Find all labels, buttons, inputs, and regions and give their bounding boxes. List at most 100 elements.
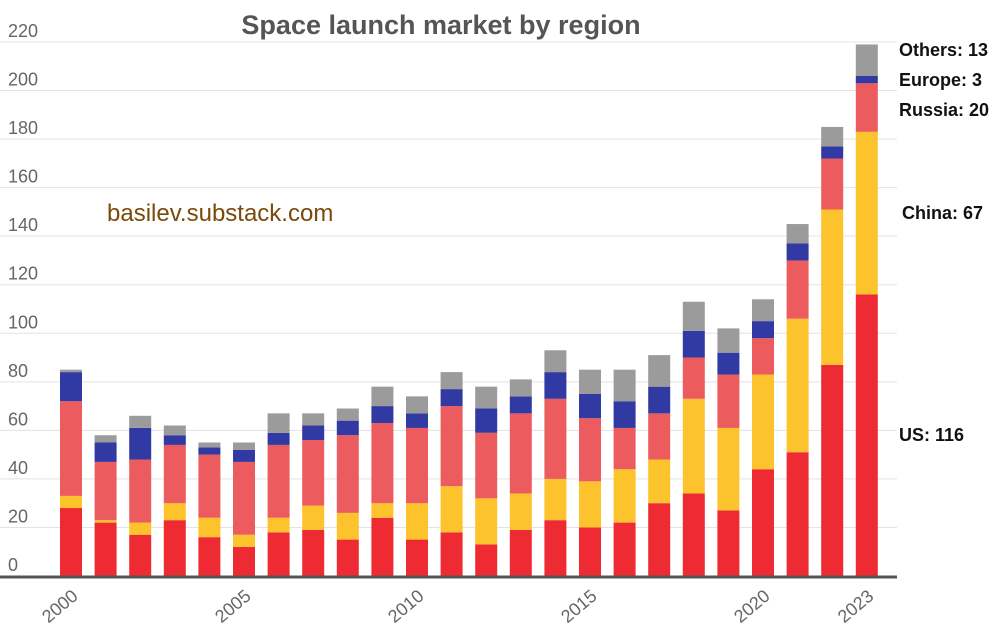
x-tick-label: 2010 [384, 586, 428, 627]
bar-segment-us [233, 546, 255, 576]
y-tick-label: 20 [8, 506, 28, 526]
y-tick-label: 80 [8, 361, 28, 381]
bar-segment-europe [129, 427, 152, 460]
bar-segment-europe [717, 352, 740, 375]
bar-segment-europe [579, 393, 601, 419]
bar-segment-europe [509, 396, 532, 414]
bar-segment-us [440, 532, 463, 576]
bar-segment-europe [163, 435, 186, 445]
bar-segment-russia [509, 413, 532, 494]
y-axis-ticks: 0 20 40 60 80 100 120 140 160 180 200 220 [8, 21, 38, 575]
bar-segment-china [336, 512, 359, 540]
bar-segment-china [267, 517, 290, 533]
bar-segment-europe [371, 406, 394, 424]
bar-segment-europe [544, 372, 567, 399]
bar-segment-us [509, 529, 532, 576]
bar-segment-us [475, 544, 498, 576]
y-tick-label: 120 [8, 264, 38, 284]
bar-segment-europe [821, 146, 844, 159]
bar-segment-europe [648, 386, 671, 414]
y-tick-label: 140 [8, 215, 38, 235]
x-tick-label: 2005 [211, 586, 255, 627]
bar-segment-russia [855, 83, 878, 132]
bar-segment-europe [613, 401, 636, 428]
bar-segment-china [371, 503, 394, 518]
bar-segment-others [336, 408, 359, 421]
bar-segment-others [579, 369, 601, 394]
y-tick-label: 180 [8, 118, 38, 138]
bar-segment-others [509, 379, 532, 397]
bar-segment-china [509, 493, 532, 530]
bar-segment-russia [371, 423, 394, 504]
bar-segment-us [717, 510, 740, 576]
bars [60, 44, 878, 576]
y-tick-label: 100 [8, 312, 38, 332]
bar-segment-russia [717, 374, 740, 428]
x-tick-label: 2015 [557, 586, 601, 627]
bar-segment-others [682, 301, 705, 331]
bar-segment-others [613, 369, 636, 402]
bar-segment-others [544, 350, 567, 373]
bar-segment-russia [786, 260, 809, 319]
y-tick-label: 60 [8, 409, 28, 429]
bar-segment-russia [302, 440, 325, 506]
bar-segment-us [406, 539, 428, 576]
bar-segment-china [163, 503, 186, 521]
y-tick-label: 200 [8, 70, 38, 90]
bar-segment-us [163, 520, 186, 576]
bar-segment-others [371, 386, 394, 407]
bar-segment-us [682, 493, 705, 576]
bar-segment-us [786, 452, 809, 576]
bar-segment-us [579, 527, 601, 576]
bar-segment-us [336, 539, 359, 576]
bar-segment-russia [163, 444, 186, 504]
bar-segment-us [371, 517, 394, 576]
bar-segment-us [855, 294, 878, 576]
bar-segment-china [855, 131, 878, 295]
bar-segment-china [129, 522, 152, 535]
bar-segment-us [129, 534, 152, 576]
bar-segment-russia [233, 461, 255, 535]
bar-segment-russia [682, 357, 705, 399]
bar-segment-europe [752, 321, 774, 339]
bar-segment-europe [406, 413, 428, 428]
bar-segment-others [717, 328, 740, 353]
bar-segment-others [60, 369, 82, 373]
bar-segment-china [579, 481, 601, 528]
bar-segment-china [406, 503, 428, 540]
bar-segment-others [198, 442, 221, 448]
bar-segment-europe [682, 330, 705, 358]
bar-segment-china [717, 427, 740, 511]
bar-segment-russia [198, 454, 221, 518]
bar-segment-us [544, 520, 567, 576]
bar-segment-europe [786, 243, 809, 261]
bar-segment-europe [336, 420, 359, 436]
bar-segment-russia [752, 338, 774, 375]
annotation-china: China: 67 [902, 203, 983, 223]
bar-segment-china [682, 398, 705, 494]
bar-segment-others [163, 425, 186, 436]
bar-segment-us [613, 522, 636, 576]
bar-segment-us [302, 529, 325, 576]
chart-title: Space launch market by region [241, 10, 640, 40]
bar-segment-others [821, 126, 844, 147]
bar-segment-others [406, 396, 428, 414]
bar-segment-europe [475, 408, 498, 433]
bar-segment-russia [579, 418, 601, 482]
y-tick-label: 40 [8, 458, 28, 478]
y-tick-label: 0 [8, 555, 18, 575]
bar-segment-china [440, 486, 463, 533]
bar-segment-others [233, 442, 255, 450]
bar-segment-us [821, 364, 844, 576]
bar-segment-russia [475, 432, 498, 499]
bar-segment-us [198, 537, 221, 576]
x-tick-label: 2023 [834, 586, 878, 627]
bar-segment-russia [544, 398, 567, 479]
bar-segment-us [267, 532, 290, 576]
bar-segment-china [613, 469, 636, 523]
bar-segment-others [752, 299, 774, 322]
bar-segment-china [302, 505, 325, 530]
bar-segment-europe [855, 75, 878, 84]
bar-segment-china [648, 459, 671, 504]
